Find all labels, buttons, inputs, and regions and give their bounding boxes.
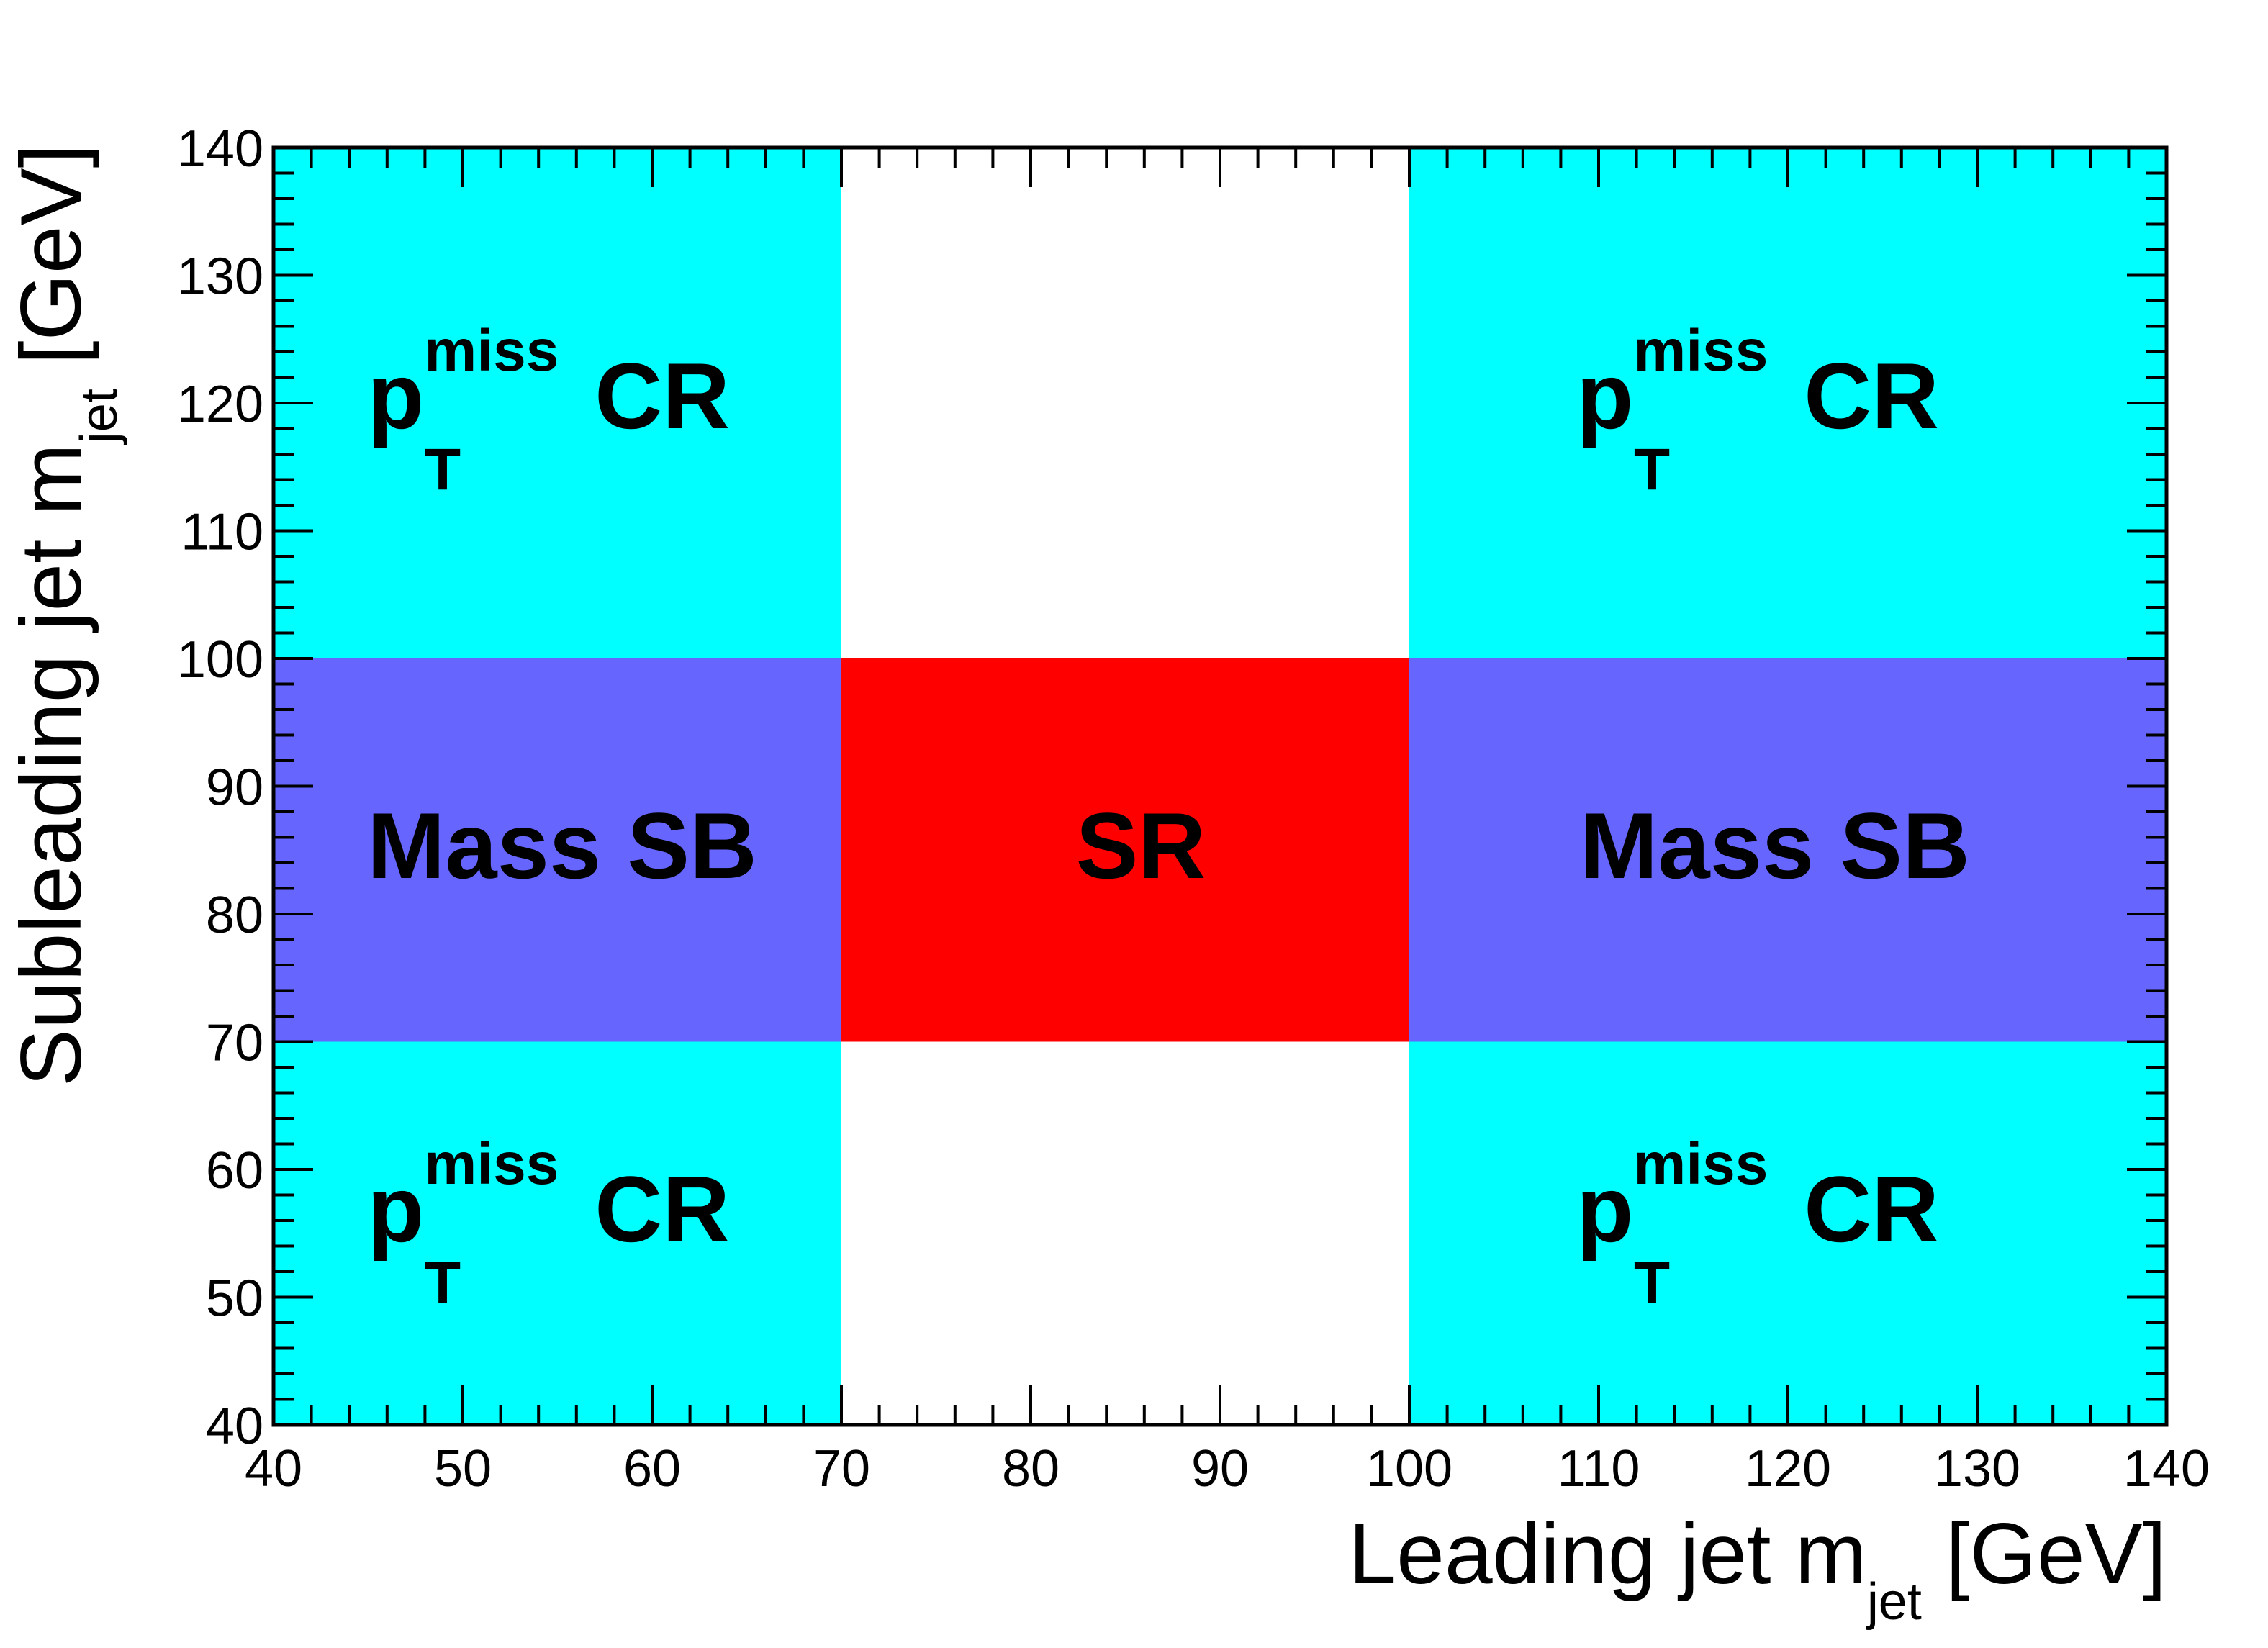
y-tick-label: 80 [206,887,263,944]
region-ptmiss-cr-bottom-right [1409,1041,2167,1425]
tick-labels: 40 50 60 70 80 90 100 110 120 130 140 40 50 60 70 80 90 1… [177,120,2210,1498]
regions-layer [274,148,2167,1425]
y-tick-label: 70 [206,1015,263,1072]
sr-label: SR [1076,793,1206,898]
x-tick-label: 110 [1558,1440,1640,1498]
x-tick-label: 60 [623,1440,681,1498]
region-signal-region [841,658,1409,1042]
plot-frame [271,145,2169,1427]
region-mass-sb-right [1409,658,2167,1042]
region-ptmiss-cr-bottom-left [274,1041,841,1425]
y-tick-label: 120 [177,376,263,433]
x-tick-label: 90 [1191,1440,1249,1498]
y-tick-label: 100 [177,631,263,689]
region-ptmiss-cr-top-right [1409,148,2167,658]
x-tick-label: 80 [1002,1440,1060,1498]
x-tick-label: 50 [434,1440,492,1498]
cr-label-bottom-right: pmiss T CR [1576,1131,1939,1316]
y-tick-label: 60 [206,1142,263,1200]
x-tick-label: 70 [813,1440,870,1498]
x-tick-label: 120 [1745,1440,1831,1498]
y-tick-label: 110 [181,504,263,561]
cr-label-bottom-left: pmiss T CR [367,1131,730,1316]
x-tick-label: 100 [1366,1440,1452,1498]
x-tick-label: 130 [1934,1440,2020,1498]
cr-label-top-left: pmiss T CR [367,318,730,502]
y-tick-label: 40 [206,1398,263,1455]
region-labels: pmiss T CR pmiss T CR pmiss T CR pmiss T CR … [367,318,1970,1316]
y-axis-title: Subleading jet mjet [GeV] [3,144,128,1087]
y-tick-label: 130 [177,248,263,306]
y-tick-label: 140 [177,120,263,178]
region-mass-sb-left [274,658,841,1042]
cr-label-top-right: pmiss T CR [1576,318,1939,502]
mass-sb-label-left: Mass SB [367,793,757,898]
x-tick-label: 140 [2123,1440,2210,1498]
x-tick-label: 40 [245,1440,302,1498]
y-tick-label: 90 [206,759,263,817]
x-axis-title: Leading jet mjet [GeV] [1348,1506,2167,1631]
y-tick-label: 50 [206,1270,263,1328]
mass-sb-label-right: Mass SB [1580,793,1970,898]
region-ptmiss-cr-top-left [274,148,841,658]
